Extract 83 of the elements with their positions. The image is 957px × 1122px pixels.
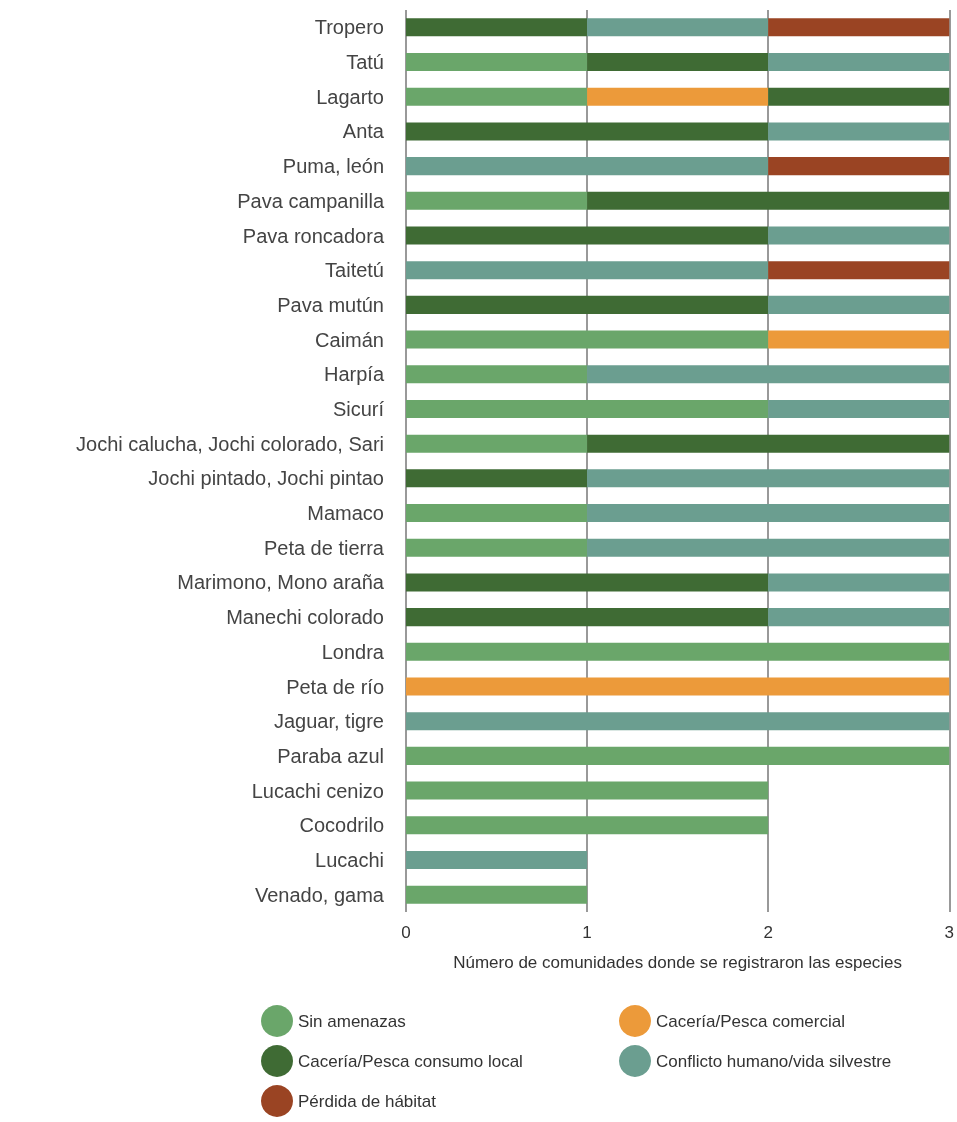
bar bbox=[406, 226, 769, 245]
y-tick-label: Paraba azul bbox=[277, 744, 384, 767]
bar bbox=[587, 87, 769, 106]
bar bbox=[768, 18, 950, 37]
y-tick-label: Pava campanilla bbox=[237, 189, 385, 212]
x-tick-label: 1 bbox=[582, 923, 592, 942]
y-tick-label: Venado, gama bbox=[255, 883, 385, 906]
bar bbox=[406, 816, 769, 835]
x-tick-label: 0 bbox=[401, 923, 411, 942]
bar bbox=[587, 53, 769, 72]
bar bbox=[406, 712, 950, 731]
y-tick-label: Marimono, Mono araña bbox=[177, 571, 385, 594]
bar bbox=[768, 157, 950, 176]
bar bbox=[406, 87, 588, 106]
bar bbox=[406, 330, 769, 349]
bar bbox=[406, 677, 950, 696]
legend-label: Cacería/Pesca consumo local bbox=[298, 1051, 523, 1071]
bar bbox=[406, 469, 588, 488]
bar bbox=[587, 18, 769, 37]
bar bbox=[587, 434, 950, 453]
y-tick-label: Jochi calucha, Jochi colorado, Sari bbox=[76, 432, 384, 455]
y-tick-label: Anta bbox=[342, 120, 385, 143]
bar bbox=[587, 469, 950, 488]
y-tick-label: Londra bbox=[321, 640, 385, 663]
y-tick-label: Puma, león bbox=[282, 155, 384, 178]
y-tick-label: Lucachi cenizo bbox=[251, 779, 384, 802]
bar bbox=[768, 261, 950, 280]
y-tick-label: Pava mutún bbox=[277, 293, 384, 316]
x-axis-title: Número de comunidades donde se registraron las especies bbox=[453, 953, 903, 972]
bar bbox=[768, 573, 950, 592]
bar bbox=[768, 399, 950, 418]
bar bbox=[406, 746, 950, 765]
legend-label: Sin amenazas bbox=[298, 1011, 406, 1031]
bar bbox=[587, 191, 950, 210]
y-tick-label: Pava roncadora bbox=[242, 224, 385, 247]
bar bbox=[768, 87, 950, 106]
bar bbox=[406, 504, 588, 523]
bar bbox=[406, 781, 769, 800]
bar bbox=[768, 608, 950, 627]
bar bbox=[406, 885, 588, 904]
bar bbox=[406, 608, 769, 627]
bar bbox=[406, 157, 769, 176]
y-tick-label: Manechi colorado bbox=[226, 606, 384, 629]
y-tick-label: Tropero bbox=[314, 16, 384, 39]
bar bbox=[406, 18, 588, 37]
bar bbox=[406, 365, 588, 384]
x-tick-label: 3 bbox=[944, 923, 955, 942]
y-tick-label: Jochi pintado, Jochi pintao bbox=[148, 467, 384, 490]
bar bbox=[406, 642, 950, 661]
bar bbox=[406, 538, 588, 557]
bar bbox=[768, 122, 950, 141]
bar bbox=[768, 330, 950, 349]
bar bbox=[768, 53, 950, 72]
bar bbox=[587, 504, 950, 523]
y-tick-label: Caimán bbox=[315, 328, 384, 351]
legend-label: Cacería/Pesca comercial bbox=[656, 1011, 845, 1031]
y-tick-label: Lucachi bbox=[315, 848, 384, 871]
y-tick-label: Harpía bbox=[323, 363, 385, 386]
y-tick-label: Tatú bbox=[346, 51, 384, 74]
x-tick-label: 2 bbox=[763, 923, 773, 942]
y-tick-label: Jaguar, tigre bbox=[273, 710, 384, 733]
bar bbox=[768, 295, 950, 314]
y-tick-label: Sicurí bbox=[332, 397, 385, 420]
bar bbox=[406, 850, 588, 869]
bar bbox=[587, 365, 950, 384]
legend-label: Pérdida de hábitat bbox=[298, 1091, 437, 1111]
bar bbox=[768, 226, 950, 245]
y-tick-label: Taitetú bbox=[325, 259, 384, 282]
y-tick-label: Cocodrilo bbox=[299, 814, 384, 837]
bar bbox=[406, 191, 588, 210]
y-tick-label: Lagarto bbox=[316, 85, 384, 108]
bar bbox=[406, 295, 769, 314]
bar bbox=[406, 399, 769, 418]
y-tick-label: Mamaco bbox=[307, 502, 384, 525]
y-tick-label: Peta de tierra bbox=[263, 536, 385, 559]
y-tick-label: Peta de río bbox=[286, 675, 384, 698]
bar bbox=[406, 434, 588, 453]
bar bbox=[587, 538, 950, 557]
bar bbox=[406, 53, 588, 72]
legend-label: Conflicto humano/vida silvestre bbox=[656, 1051, 892, 1071]
bar bbox=[406, 122, 769, 141]
bar bbox=[406, 573, 769, 592]
bar bbox=[406, 261, 769, 280]
